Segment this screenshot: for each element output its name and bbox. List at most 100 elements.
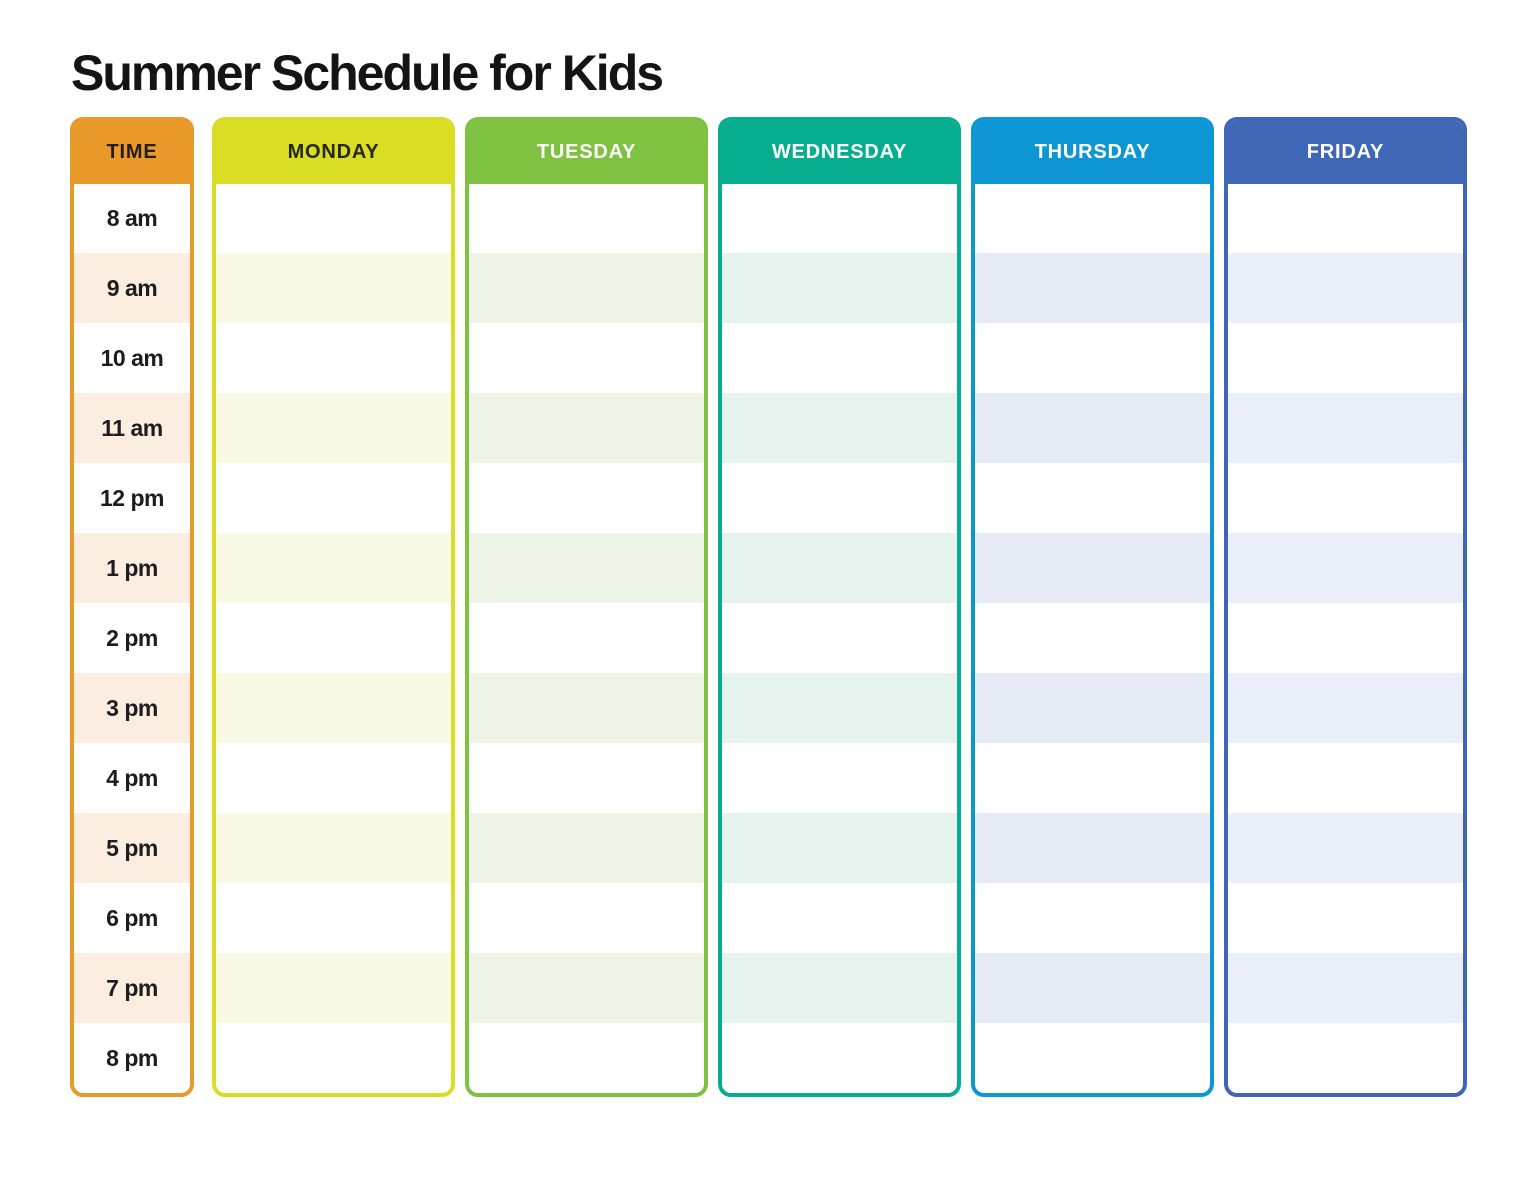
time-slot-row: 8 pm	[74, 1023, 190, 1093]
schedule-cell-row	[216, 533, 451, 603]
schedule-cell-row	[975, 953, 1210, 1023]
schedule-table: TIME 8 am 9 am 10 am 11 am 12 pm 1 pm 2 pm 3 pm…	[70, 117, 1467, 1097]
schedule-cell-row	[469, 253, 704, 323]
schedule-cell-row	[1228, 813, 1463, 883]
time-slot-label: 7 pm	[106, 974, 158, 1001]
schedule-cell-row	[722, 883, 957, 953]
schedule-cell-row	[469, 183, 704, 253]
day-column-header: TUESDAY	[469, 121, 704, 184]
schedule-cell-row	[722, 743, 957, 813]
day-column-header: WEDNESDAY	[722, 121, 957, 184]
schedule-cell-row	[1228, 603, 1463, 673]
time-slot-row: 5 pm	[74, 813, 190, 883]
schedule-cell-row	[469, 533, 704, 603]
schedule-cell-row	[722, 813, 957, 883]
schedule-cell-row	[975, 253, 1210, 323]
day-header-label: THURSDAY	[1034, 140, 1151, 163]
time-slot-row: 6 pm	[74, 883, 190, 953]
time-slot-row: 9 am	[74, 253, 190, 323]
schedule-cell-row	[975, 463, 1210, 533]
schedule-cell-row	[722, 1023, 957, 1093]
schedule-cell-row	[216, 1023, 451, 1093]
time-slot-row: 2 pm	[74, 603, 190, 673]
schedule-cell-row	[722, 603, 957, 673]
time-column: TIME 8 am 9 am 10 am 11 am 12 pm 1 pm 2 pm 3 pm…	[70, 117, 194, 1097]
schedule-cell-row	[1228, 183, 1463, 253]
schedule-cell-row	[1228, 393, 1463, 463]
day-column-header: MONDAY	[216, 121, 451, 184]
schedule-cell-row	[1228, 743, 1463, 813]
schedule-cell-row	[1228, 883, 1463, 953]
day-column-thursday: THURSDAY	[971, 117, 1214, 1097]
day-header-label: FRIDAY	[1306, 140, 1385, 163]
schedule-cell-row	[975, 393, 1210, 463]
schedule-cell-row	[722, 463, 957, 533]
schedule-cell-row	[216, 603, 451, 673]
schedule-cell-row	[1228, 463, 1463, 533]
schedule-cell-row	[722, 953, 957, 1023]
day-header-label: MONDAY	[287, 140, 380, 163]
schedule-cell-row	[722, 323, 957, 393]
day-column-monday: MONDAY	[212, 117, 455, 1097]
schedule-cell-row	[216, 393, 451, 463]
page-title: Summer Schedule for Kids	[71, 45, 664, 101]
schedule-cell-row	[469, 883, 704, 953]
schedule-cell-row	[975, 183, 1210, 253]
time-slot-label: 1 pm	[106, 554, 158, 581]
schedule-cell-row	[1228, 253, 1463, 323]
schedule-cell-row	[216, 883, 451, 953]
schedule-cell-row	[975, 1023, 1210, 1093]
day-column-header: THURSDAY	[975, 121, 1210, 184]
schedule-cell-row	[975, 603, 1210, 673]
time-slot-label: 11 am	[101, 414, 163, 441]
schedule-cell-row	[469, 953, 704, 1023]
schedule-cell-row	[216, 323, 451, 393]
time-slot-label: 5 pm	[106, 834, 158, 861]
schedule-cell-row	[975, 813, 1210, 883]
schedule-cell-row	[975, 323, 1210, 393]
time-slot-row: 7 pm	[74, 953, 190, 1023]
day-column-friday: FRIDAY	[1224, 117, 1467, 1097]
schedule-cell-row	[722, 533, 957, 603]
schedule-cell-row	[975, 673, 1210, 743]
time-slot-label: 8 pm	[106, 1044, 158, 1071]
time-slot-label: 10 am	[100, 344, 164, 371]
time-column-header: TIME	[74, 121, 190, 184]
day-header-label: TUESDAY	[536, 140, 637, 163]
schedule-cell-row	[1228, 953, 1463, 1023]
day-column-tuesday: TUESDAY	[465, 117, 708, 1097]
day-header-label: WEDNESDAY	[771, 140, 908, 163]
time-slot-row: 8 am	[74, 183, 190, 253]
schedule-cell-row	[216, 673, 451, 743]
schedule-cell-row	[469, 603, 704, 673]
schedule-cell-row	[722, 183, 957, 253]
schedule-cell-row	[1228, 533, 1463, 603]
schedule-cell-row	[1228, 323, 1463, 393]
day-column-header: FRIDAY	[1228, 121, 1463, 184]
schedule-cell-row	[469, 673, 704, 743]
schedule-cell-row	[469, 323, 704, 393]
schedule-cell-row	[469, 1023, 704, 1093]
schedule-cell-row	[469, 463, 704, 533]
schedule-cell-row	[216, 183, 451, 253]
day-column-wednesday: WEDNESDAY	[718, 117, 961, 1097]
time-slot-row: 3 pm	[74, 673, 190, 743]
schedule-cell-row	[216, 953, 451, 1023]
schedule-cell-row	[469, 743, 704, 813]
time-slot-label: 8 am	[106, 204, 158, 231]
time-slot-label: 9 am	[106, 274, 158, 301]
time-slot-label: 12 pm	[100, 484, 164, 511]
schedule-cell-row	[216, 463, 451, 533]
schedule-cell-row	[722, 393, 957, 463]
time-slot-row: 4 pm	[74, 743, 190, 813]
time-slot-row: 10 am	[74, 323, 190, 393]
time-slot-label: 3 pm	[106, 694, 158, 721]
time-slot-label: 4 pm	[106, 764, 158, 791]
time-slot-row: 1 pm	[74, 533, 190, 603]
time-header-label: TIME	[106, 140, 158, 163]
schedule-cell-row	[216, 743, 451, 813]
schedule-cell-row	[1228, 673, 1463, 743]
time-slot-label: 2 pm	[106, 624, 158, 651]
schedule-cell-row	[469, 813, 704, 883]
